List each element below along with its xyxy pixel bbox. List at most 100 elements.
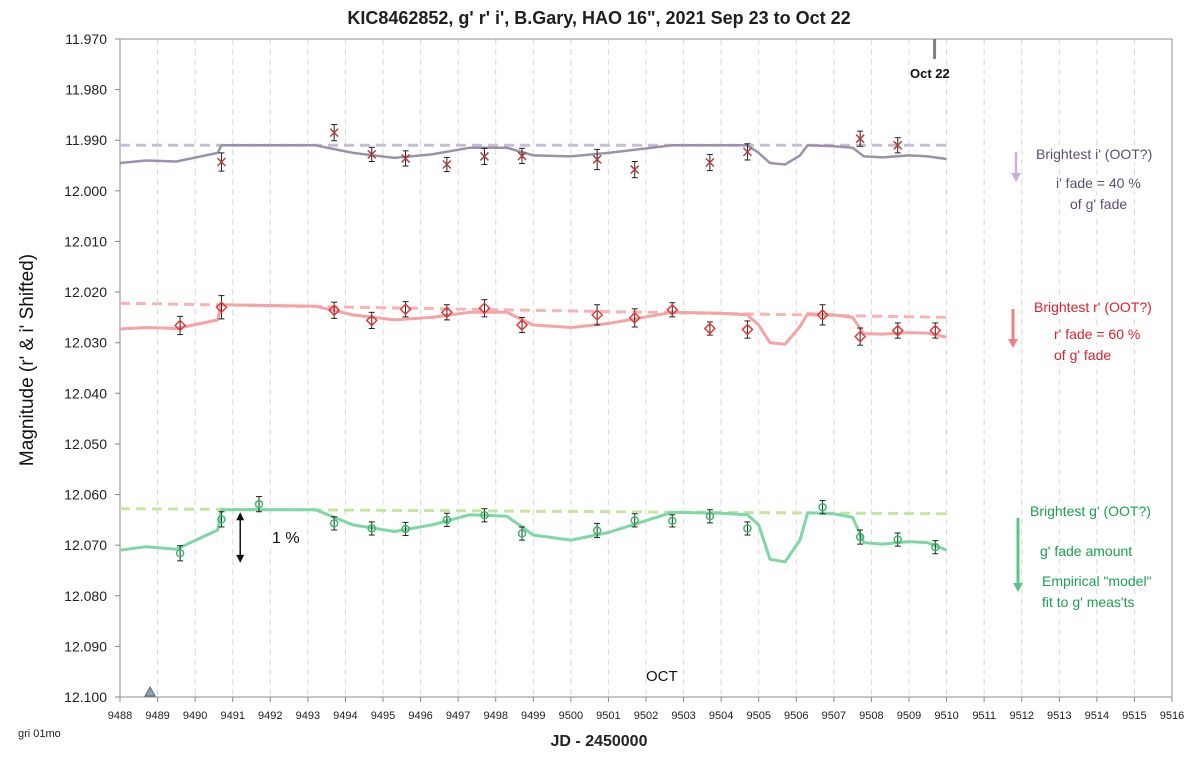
x-tick-label: 9492 [258, 710, 282, 722]
i-fade-label-1: i' fade = 40 % [1052, 175, 1145, 191]
x-tick-label: 9508 [859, 710, 883, 722]
g-fade-label: g' fade amount [1036, 543, 1137, 559]
r-data-point [628, 311, 641, 324]
y-tick-label: 12.100 [64, 689, 107, 705]
r-fade-arrow-head [1008, 339, 1018, 348]
x-tick-label: 9509 [897, 710, 921, 722]
corner-note: gri 01mo [18, 728, 61, 740]
i-data-point [517, 151, 527, 161]
g-data-point [630, 516, 639, 525]
x-tick-label: 9512 [1009, 710, 1033, 722]
y-axis-label: Magnitude (r' & i' Shifted) [17, 253, 38, 467]
g-model-label-1: Empirical "model" [1038, 573, 1156, 589]
y-tick-label: 12.080 [64, 588, 107, 604]
plot-frame [119, 38, 1173, 698]
r-data-point [816, 308, 829, 321]
r-data-point [591, 308, 604, 321]
g-brightest-label: Brightest g' (OOT?) [1026, 503, 1155, 519]
r-data-point [215, 301, 228, 314]
i-data-point [216, 157, 226, 167]
x-tick-label: 9515 [1122, 710, 1146, 722]
i-fade-arrow-head [1011, 173, 1021, 182]
x-tick-label: 9503 [671, 710, 695, 722]
x-tick-label: 9488 [108, 710, 132, 722]
x-tick-label: 9511 [972, 710, 996, 722]
y-tick-label: 12.090 [64, 638, 107, 654]
x-tick-label: 9514 [1085, 710, 1109, 722]
x-tick-label: 9497 [446, 710, 470, 722]
y-tick-label: 12.000 [64, 183, 107, 199]
g-data-point [893, 535, 902, 544]
oct-annotation: OCT [646, 668, 678, 685]
g-data-point [480, 511, 489, 520]
i-data-point [705, 157, 715, 168]
y-tick-label: 12.050 [64, 436, 107, 452]
i-data-point [855, 134, 865, 144]
x-tick-label: 9501 [596, 710, 620, 722]
y-tick-label: 12.060 [64, 487, 107, 503]
y-tick-label: 12.070 [64, 537, 107, 553]
i-data-point [367, 149, 377, 159]
chart-title: KIC8462852, g' r' i', B.Gary, HAO 16", 2… [347, 8, 851, 28]
g-model-label-2: fit to g' meas'ts [1038, 594, 1139, 610]
r-data-point [365, 314, 378, 327]
i-data-point [479, 151, 489, 161]
g-data-point [743, 524, 752, 533]
g-data-point [592, 526, 602, 535]
r-fade-label-1: r' fade = 60 % [1050, 326, 1145, 342]
g-fade-arrow-head [1013, 583, 1023, 592]
i-data-point [329, 128, 339, 138]
g-data-point [818, 502, 827, 512]
x-axis-label: JD - 2450000 [550, 733, 648, 750]
i-data-point [630, 165, 640, 175]
g-data-point [217, 515, 226, 524]
i-fade-label-2: of g' fade [1066, 196, 1132, 212]
r-data-point [174, 319, 187, 332]
r-data-point [399, 303, 412, 316]
r-data-point [440, 306, 453, 319]
x-tick-label: 9502 [634, 710, 658, 722]
g-data-point [855, 532, 865, 542]
g-model-line [119, 508, 948, 564]
r-data-point [741, 323, 754, 336]
x-tick-label: 9510 [934, 710, 958, 722]
y-tick-label: 11.980 [65, 82, 107, 98]
g-data-point [442, 515, 452, 525]
r-data-point [929, 324, 942, 337]
start-marker [144, 685, 156, 697]
y-tick-label: 12.010 [64, 233, 107, 249]
y-tick-label: 12.030 [64, 335, 107, 351]
one-percent-label: 1 % [268, 530, 304, 548]
x-tick-label: 9506 [784, 710, 808, 722]
x-tick-label: 9499 [521, 710, 545, 722]
i-model-line [119, 144, 947, 166]
i-data-point [742, 147, 752, 157]
x-tick-label: 9495 [371, 710, 395, 722]
one-percent-arrow-bottom [236, 554, 245, 563]
r-data-point [478, 302, 491, 315]
r-brightest-label: Brightest r' (OOT?) [1030, 299, 1156, 315]
x-tick-label: 9493 [296, 710, 320, 722]
x-tick-label: 9500 [559, 710, 583, 722]
y-tick-label: 11.970 [65, 31, 107, 47]
r-data-point [891, 324, 904, 337]
r-data-point [328, 304, 341, 317]
g-data-point [367, 524, 376, 533]
i-data-point [592, 154, 602, 164]
oct22-annotation: Oct 22 [910, 66, 950, 81]
x-tick-label: 9494 [333, 710, 357, 722]
x-tick-label: 9489 [145, 710, 169, 722]
x-tick-label: 9516 [1160, 710, 1184, 722]
x-tick-label: 9505 [746, 710, 770, 722]
g-data-point [175, 549, 185, 558]
r-data-point [515, 318, 529, 332]
r-data-point [703, 322, 716, 335]
g-data-point [517, 529, 527, 538]
g-data-point [668, 516, 677, 526]
y-tick-label: 12.040 [64, 385, 107, 401]
i-data-point [893, 140, 903, 150]
x-tick-label: 9498 [483, 710, 507, 722]
r-data-point [666, 303, 679, 316]
x-tick-label: 9507 [822, 710, 846, 722]
